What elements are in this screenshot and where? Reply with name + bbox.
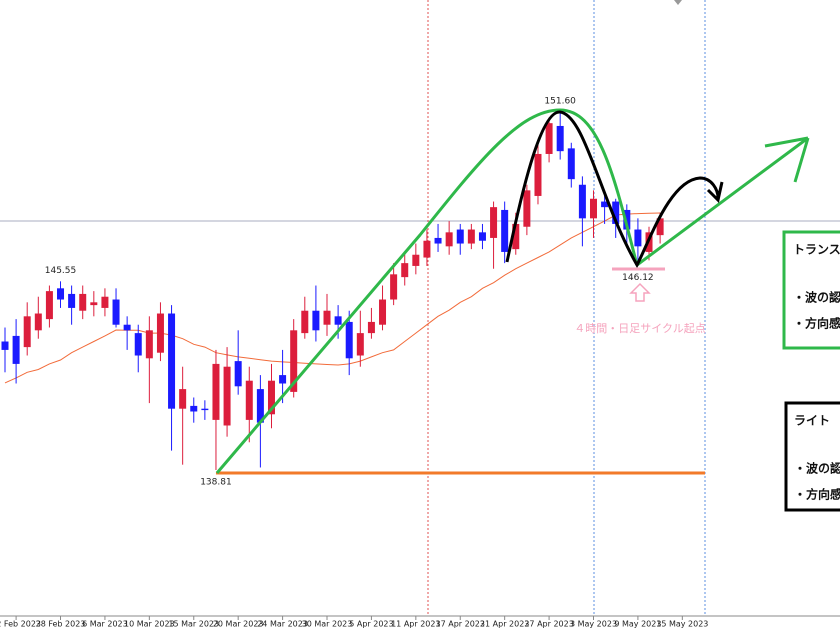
trend-arrow: [636, 136, 810, 267]
candle-body: [279, 375, 287, 384]
x-tick-label: 24 Mar 2023: [257, 620, 308, 629]
candle-body: [523, 190, 531, 227]
candle-body: [534, 153, 542, 196]
candle-body: [434, 237, 442, 244]
box-item: ・方向感: [794, 487, 840, 502]
box-item: ・波の認: [793, 290, 840, 305]
candle-body: [34, 313, 42, 331]
price-label: 151.60: [544, 96, 576, 106]
candle-body: [68, 293, 76, 308]
candle-body: [256, 389, 264, 423]
x-tick-label: 17 Apr 2023: [436, 620, 485, 629]
x-tick-label: 10 Mar 2023: [124, 620, 175, 629]
x-tick-label: 11 Apr 2023: [391, 620, 440, 629]
candle-body: [567, 148, 575, 180]
candle-body: [601, 201, 609, 208]
x-tick-label: 21 Apr 2023: [480, 620, 529, 629]
candle-body: [190, 405, 198, 412]
candle-body: [179, 389, 187, 409]
box-item: ・波の認: [794, 461, 840, 476]
info-box: [784, 401, 840, 512]
x-tick-label: 22 Feb 2023: [0, 620, 41, 629]
candle-body: [634, 229, 642, 247]
price-label: 138.81: [200, 477, 232, 487]
cycle-arc: [215, 108, 639, 474]
x-tick-label: 9 May 2023: [614, 620, 661, 629]
info-box: [782, 230, 840, 350]
x-tick-label: 28 Feb 2023: [36, 620, 86, 629]
annotations: ４時間・日足サイクル起点 トランス ・波の認 ・方向感 ライト ・波の認 ・方向…: [45, 96, 840, 512]
candle-body: [445, 232, 453, 247]
x-tick-label: 30 Mar 2023: [302, 620, 353, 629]
candle-body: [334, 316, 342, 325]
candle-body: [168, 313, 176, 409]
candle-body: [379, 299, 387, 325]
candle-body: [356, 333, 364, 356]
candle-body: [578, 184, 586, 219]
x-tick-label: 5 Apr 2023: [349, 620, 393, 629]
candle-body: [345, 321, 353, 359]
candle-body: [212, 363, 220, 420]
candle-body: [467, 229, 475, 244]
candle-body: [79, 293, 87, 311]
x-tick-label: 20 Mar 2023: [213, 620, 264, 629]
candle-body: [57, 288, 65, 300]
price-label: 146.12: [622, 273, 654, 283]
candle-body: [156, 313, 164, 353]
x-tick-label: 6 Mar 2023: [82, 620, 128, 629]
candle-body: [134, 333, 142, 356]
candle-body: [456, 229, 464, 244]
candle-body: [45, 291, 53, 320]
candle-body: [223, 366, 231, 426]
candle-body: [1, 341, 9, 350]
candle-body: [12, 335, 20, 364]
candle-body: [412, 254, 420, 266]
x-tick-label: 15 May 2023: [656, 620, 708, 629]
candle-body: [478, 232, 486, 241]
candle-body: [23, 316, 31, 348]
box-title: トランス: [793, 243, 840, 257]
candle-body: [401, 263, 409, 278]
candle-body: [312, 310, 320, 331]
x-tick-label: 15 Mar 2023: [168, 620, 219, 629]
candle-body: [234, 361, 242, 387]
candle-body: [490, 207, 498, 238]
candle-body: [367, 321, 375, 334]
candle-body: [101, 296, 109, 308]
candle-body: [301, 310, 309, 334]
candle-body: [545, 123, 553, 154]
wave-path: [505, 110, 724, 269]
box-title: ライト: [794, 414, 830, 428]
x-tick-label: 27 Apr 2023: [524, 620, 573, 629]
candle-body: [656, 218, 664, 236]
candle-body: [423, 240, 431, 258]
candle-body: [145, 330, 153, 359]
candle-body: [512, 223, 520, 250]
candle-body: [501, 209, 509, 252]
candle-body: [112, 299, 120, 325]
candle-body: [245, 380, 253, 420]
note: ４時間・日足サイクル起点: [574, 322, 705, 335]
candle-body: [589, 198, 597, 219]
moving-average: [4, 212, 661, 384]
candle-body: [290, 330, 298, 392]
shift-marker: [674, 0, 682, 5]
candle-body: [267, 380, 275, 415]
candle-body: [556, 125, 564, 152]
price-label: 145.55: [45, 266, 77, 276]
x-tick-label: 3 May 2023: [570, 620, 617, 629]
candle-body: [123, 324, 131, 331]
up-arrow: [629, 282, 651, 302]
candle-body: [390, 274, 398, 300]
candle-body: [323, 310, 331, 325]
candle-body: [612, 201, 620, 224]
candle-body: [90, 302, 98, 306]
candle-body: [201, 408, 209, 411]
box-item: ・方向感: [793, 316, 840, 331]
